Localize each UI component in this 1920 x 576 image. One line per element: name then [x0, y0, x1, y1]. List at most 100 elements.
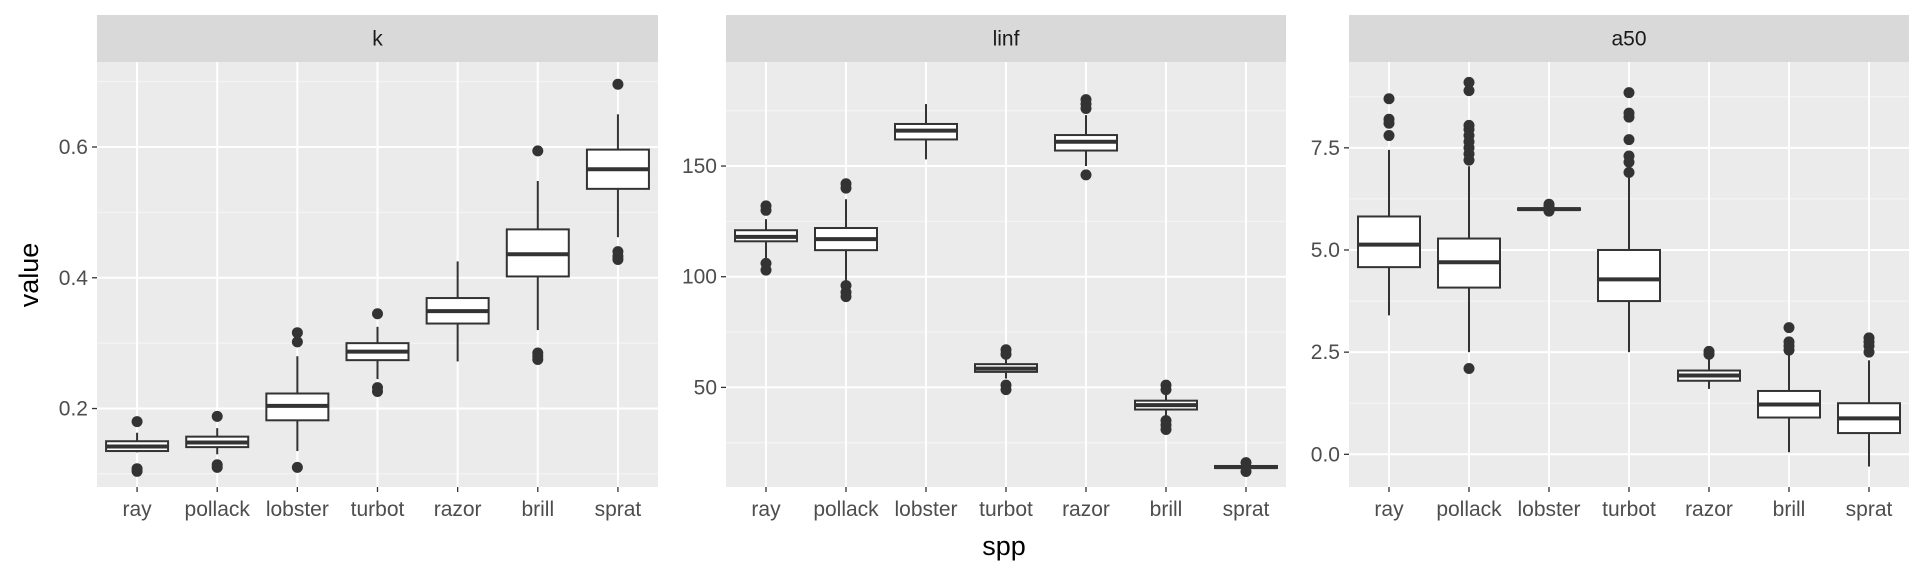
outlier-point — [1463, 76, 1475, 88]
outlier-point — [1623, 87, 1635, 99]
y-tick-label: 0.2 — [59, 398, 88, 421]
x-tick-label: razor — [1685, 498, 1733, 521]
outlier-point — [1000, 348, 1012, 360]
outlier-point — [1623, 166, 1635, 178]
box-lobster — [1517, 198, 1581, 217]
box-pollack — [814, 178, 878, 303]
facet-panel-a50: a50 0.0 2.5 5.0 7.5 ray pollack lobster turbot ra… — [1311, 15, 1909, 521]
box-turbot — [974, 344, 1038, 396]
box-lobster — [894, 104, 958, 160]
box-pollack — [1437, 76, 1501, 374]
x-tick-label: lobster — [894, 498, 957, 521]
outlier-point — [1240, 457, 1252, 469]
outlier-point — [840, 182, 852, 194]
outlier-point — [1623, 134, 1635, 146]
y-tick-label: 100 — [682, 266, 717, 289]
box-razor — [1677, 345, 1741, 389]
box-ray — [1357, 93, 1421, 316]
outlier-point — [291, 461, 303, 473]
box-ray — [734, 200, 798, 276]
outlier-point — [1383, 130, 1395, 142]
outlier-point — [211, 459, 223, 471]
y-tick-label: 2.5 — [1311, 341, 1340, 364]
outlier-point — [532, 145, 544, 157]
outlier-point — [372, 386, 383, 398]
facet-strip-label: linf — [993, 28, 1020, 51]
facet-strip — [726, 15, 1286, 62]
outlier-point — [612, 253, 624, 265]
outlier-point — [612, 78, 624, 90]
y-tick-label: 150 — [682, 155, 717, 178]
outlier-point — [1383, 93, 1395, 105]
outlier-point — [1783, 322, 1795, 334]
x-tick-label: brill — [521, 498, 554, 521]
outlier-point — [1703, 348, 1715, 360]
outlier-point — [1160, 423, 1172, 435]
box-iqr — [1597, 248, 1661, 303]
box-iqr — [1357, 215, 1421, 269]
box-sprat — [1214, 457, 1278, 478]
outlier-point — [1463, 85, 1475, 97]
x-tick-label: sprat — [1846, 498, 1893, 521]
outlier-point — [131, 416, 143, 428]
x-tick-label: razor — [434, 498, 482, 521]
x-tick-label: ray — [751, 498, 781, 521]
y-tick-label: 0.4 — [59, 267, 89, 290]
outlier-point — [532, 354, 544, 365]
outlier-point — [760, 264, 772, 276]
outlier-point — [760, 204, 772, 216]
outlier-point — [1623, 156, 1635, 168]
x-tick-label: brill — [1150, 498, 1183, 521]
outlier-point — [291, 336, 303, 348]
outlier-point — [1160, 384, 1172, 396]
y-tick-label: 0.0 — [1311, 443, 1340, 466]
box-razor — [425, 261, 490, 362]
x-tick-label: ray — [1374, 498, 1404, 521]
x-tick-label: pollack — [1436, 498, 1502, 521]
outlier-point — [1080, 169, 1092, 181]
box-turbot — [345, 308, 410, 398]
y-tick-label: 5.0 — [1311, 239, 1340, 262]
x-tick-label: turbot — [351, 498, 405, 521]
y-tick-label: 7.5 — [1311, 137, 1340, 160]
outlier-point — [1543, 205, 1555, 217]
outlier-point — [1383, 117, 1395, 129]
box-brill — [1757, 322, 1821, 453]
x-tick-label: pollack — [185, 498, 251, 521]
facet-strip-label: k — [372, 28, 383, 51]
x-tick-label: lobster — [266, 498, 329, 521]
x-tick-label: sprat — [1223, 498, 1270, 521]
outlier-point — [291, 327, 303, 339]
box-sprat — [585, 78, 650, 265]
x-tick-label: turbot — [979, 498, 1033, 521]
outlier-point — [1080, 102, 1092, 114]
outlier-point — [372, 308, 383, 320]
outlier-point — [1240, 466, 1252, 478]
y-tick-label: 50 — [694, 376, 717, 399]
x-tick-label: ray — [122, 498, 152, 521]
outlier-point — [131, 463, 143, 475]
box-brill — [1134, 379, 1198, 435]
outlier-point — [1463, 362, 1475, 374]
x-tick-label: sprat — [595, 498, 642, 521]
facet-strip — [1349, 15, 1909, 62]
x-tick-label: pollack — [813, 498, 879, 521]
box-turbot — [1597, 87, 1661, 353]
box-razor — [1054, 94, 1118, 181]
box-brill — [505, 145, 570, 365]
box-pollack — [185, 410, 250, 473]
x-tick-label: turbot — [1602, 498, 1656, 521]
outlier-point — [211, 410, 223, 422]
facet-strip-label: a50 — [1611, 28, 1646, 51]
facet-panel-k: k 0.2 0.4 0.6 ray pollack lobster turbot razor br… — [59, 15, 658, 521]
outlier-point — [1000, 384, 1012, 396]
outlier-point — [1863, 346, 1875, 358]
x-tick-label: razor — [1062, 498, 1110, 521]
box-ray — [105, 416, 170, 477]
box-lobster — [265, 327, 330, 473]
box-sprat — [1837, 332, 1901, 467]
outlier-point — [840, 291, 852, 303]
x-axis-title: spp — [982, 531, 1026, 561]
outlier-point — [1463, 154, 1475, 166]
